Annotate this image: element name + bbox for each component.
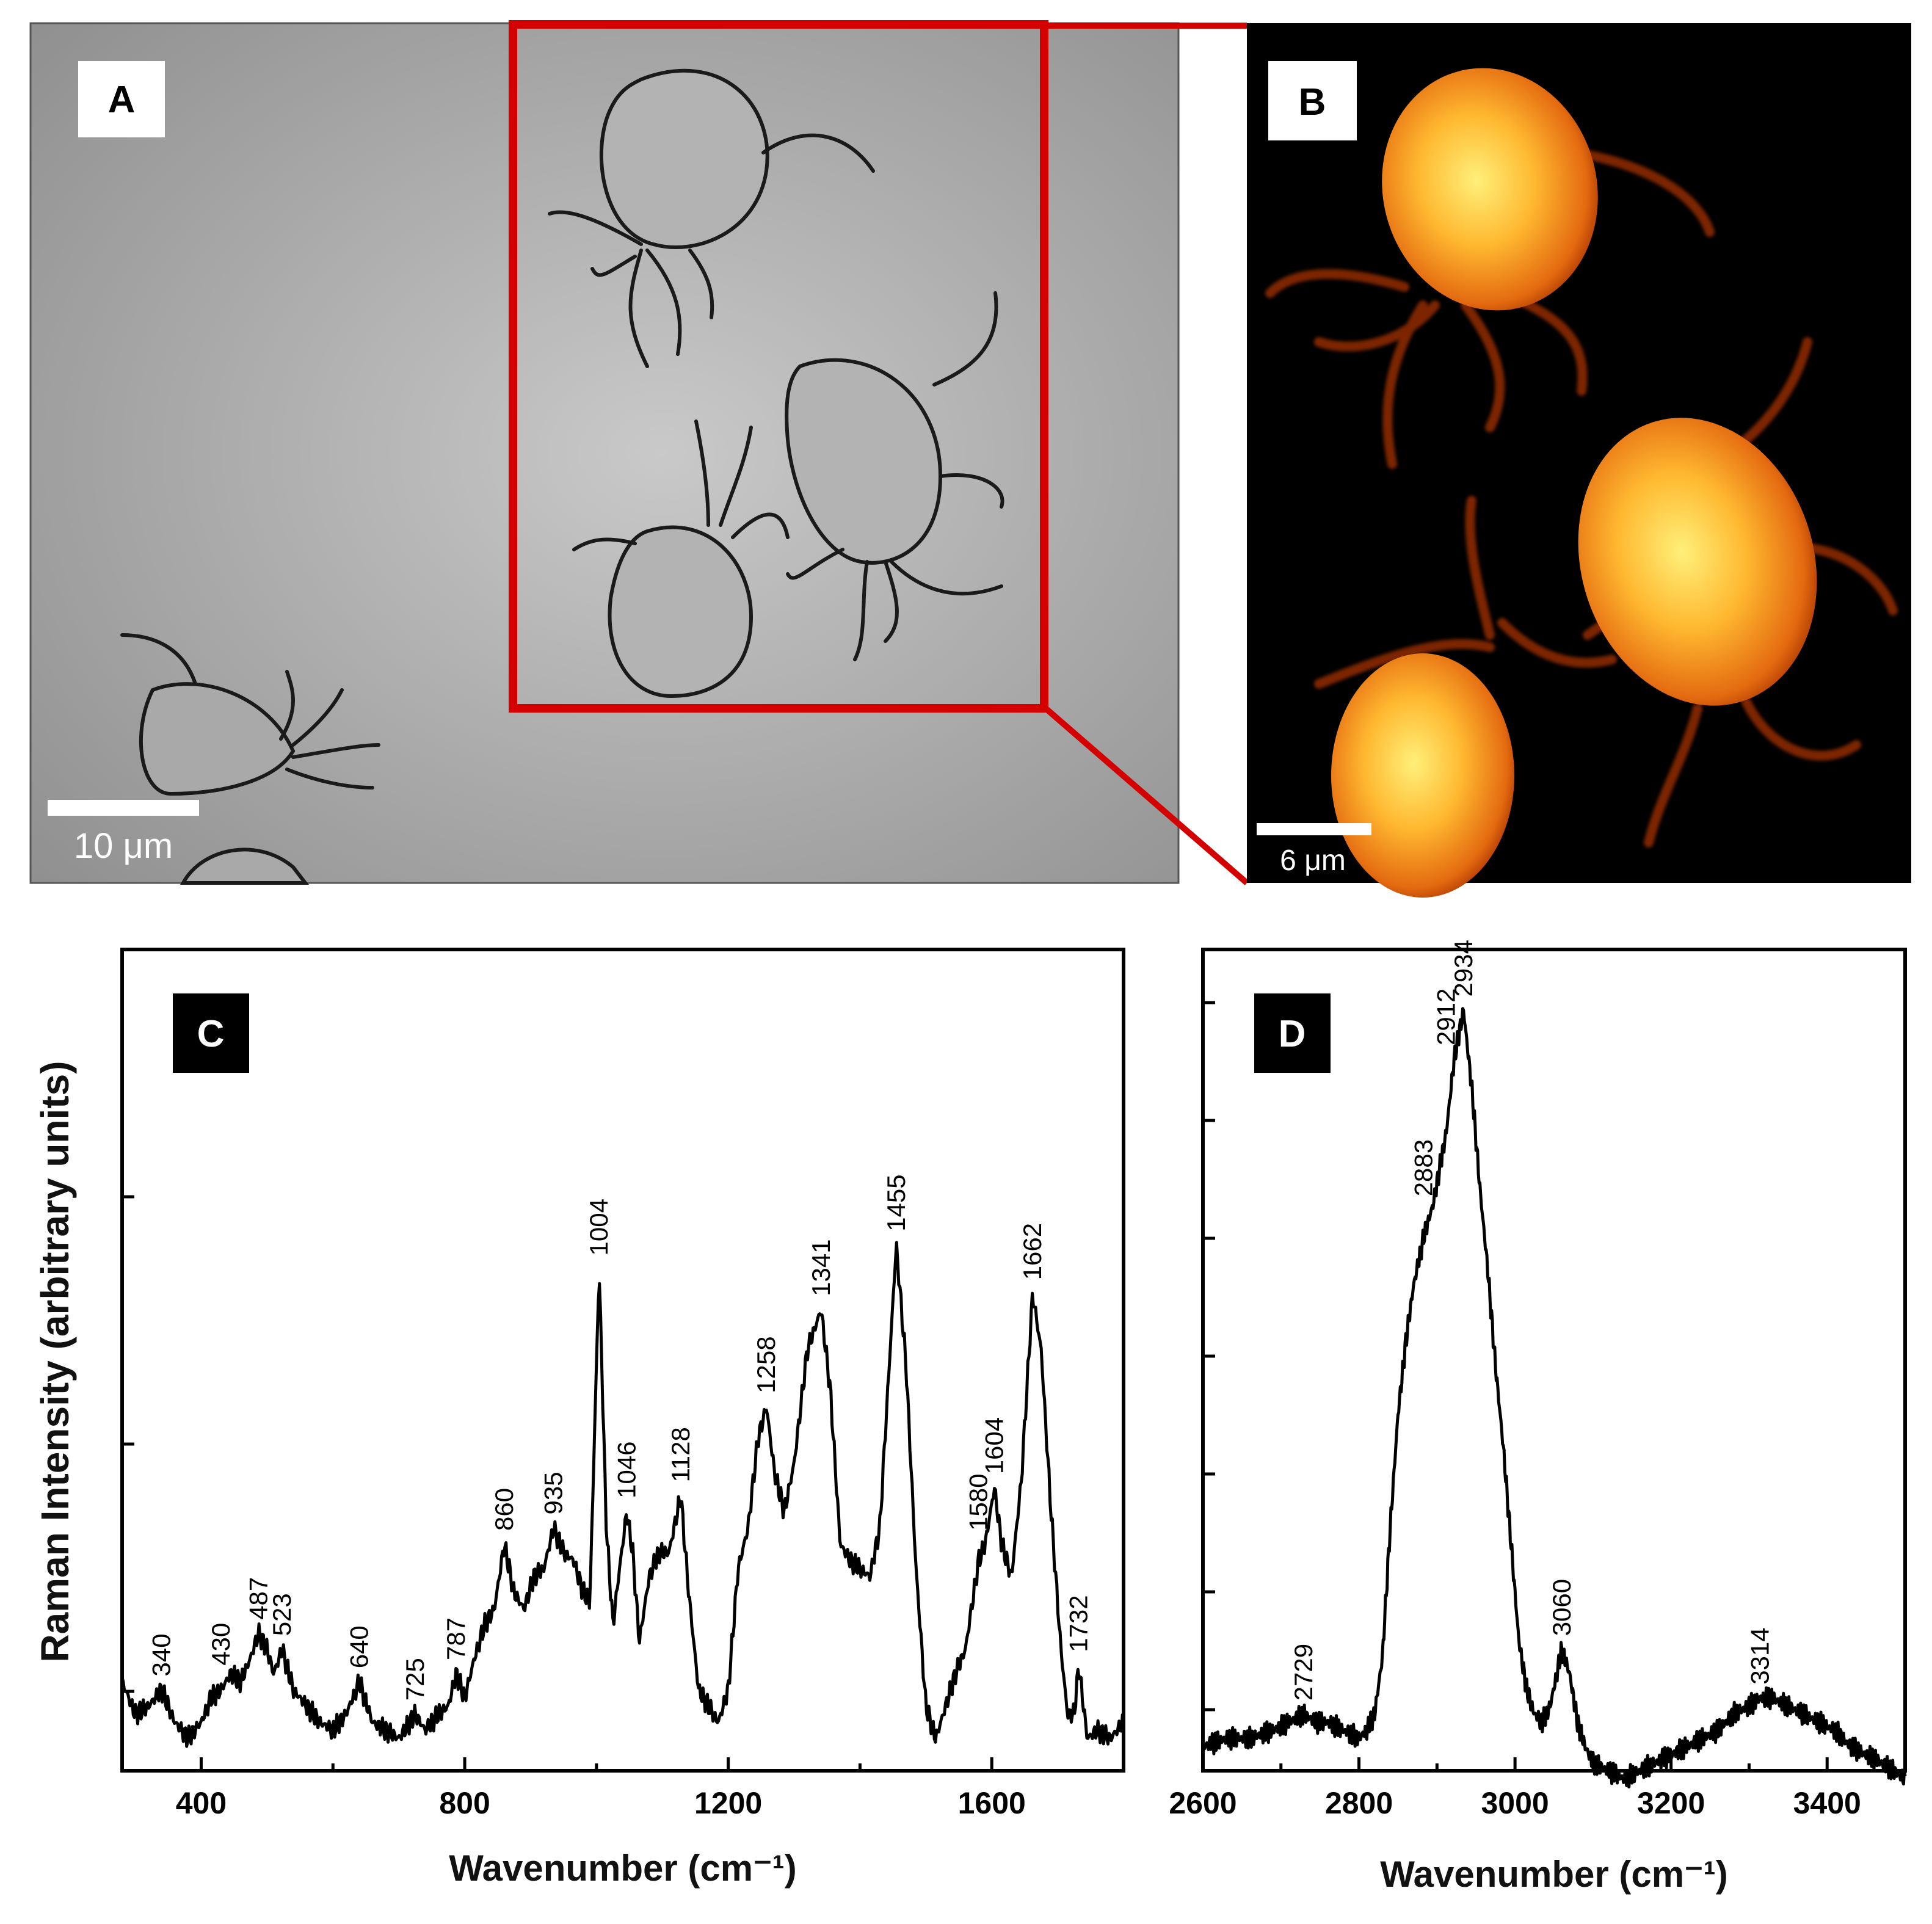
panel-c-frame [120,948,1125,1773]
peak-label: 640 [344,1625,373,1668]
panel-d-frame [1201,948,1907,1773]
peak-label: 2934 [1449,940,1478,996]
cell-outline [600,68,769,249]
peak-label: 1341 [807,1239,835,1296]
peak-label: 2729 [1289,1644,1318,1701]
scale-bar-b [1257,823,1371,835]
peak-label: 3314 [1745,1627,1774,1684]
flagellum [939,473,1004,509]
panel-b: B 6 μm [1247,23,1911,898]
panel-d-xlabel: Wavenumber (cm⁻¹) [1380,1854,1728,1895]
peak-label: 2883 [1409,1139,1438,1196]
fluorescent-cell [1578,418,1817,706]
peak-label: 1662 [1018,1223,1047,1280]
inset-connectors [1042,23,1249,885]
flagellum [645,249,682,356]
panel-c-xlabel: Wavenumber (cm⁻¹) [449,1848,797,1889]
peak-label: 1580 [964,1474,993,1531]
fluorescent-cell [1331,653,1514,898]
panel-b-label-box [1268,61,1357,140]
flagellum [694,419,710,527]
flagellum [884,560,899,643]
cell-outline [180,848,310,885]
x-tick-label: 3200 [1637,1786,1705,1820]
peak-label: 1128 [666,1427,695,1482]
peak-label: 1604 [980,1417,1009,1474]
peak-label: 1258 [752,1336,780,1393]
peak-label: 1046 [612,1442,641,1498]
peak-label: 1004 [584,1199,613,1255]
panel-c-letter: C [197,1013,225,1055]
x-tick-label: 800 [439,1786,490,1820]
panel-d-spectrum [1201,1007,1907,1788]
cell-outline [785,358,943,565]
flagellum [786,548,844,580]
panel-c-ticks [122,1195,1125,1771]
x-tick-label: 3400 [1793,1786,1861,1820]
x-tick-label: 400 [176,1786,227,1820]
peak-label: 487 [244,1577,272,1620]
panel-a-letter: A [108,79,136,121]
peak-label: 787 [441,1617,470,1660]
peak-label: 1732 [1064,1595,1093,1652]
flagellum [291,743,380,759]
cell-outline [608,525,754,699]
flagellum [688,249,714,319]
x-tick-label: 2800 [1325,1786,1393,1820]
peak-label: 430 [206,1623,235,1666]
x-tick-label: 1200 [694,1786,762,1820]
peak-label: 1455 [882,1174,910,1231]
flagellum [285,768,374,790]
x-tick-label: 1600 [958,1786,1026,1820]
x-tick-label: 2600 [1169,1786,1237,1820]
connector-bottom [1042,705,1249,885]
peak-label: 523 [267,1593,296,1636]
scale-bar-a [48,800,199,816]
panel-c-ylabel: Raman Intensity (arbitrary units) [33,1061,77,1662]
peak-label: 935 [539,1472,568,1514]
panel-a: A 10 μm [29,20,1180,885]
flagellum [279,670,295,741]
x-tick-label: 3000 [1481,1786,1549,1820]
flagellum [932,291,998,387]
peak-label: 3060 [1547,1579,1576,1636]
panel-a-label-box [78,61,165,137]
flagellum [719,426,753,527]
flagellum [890,560,1003,596]
panel-a-cells [120,68,1004,885]
panel-c-label-box [173,993,249,1073]
fluorescent-cell [1382,68,1598,311]
panel-d-tick-labels: 2600 2800 3000 3200 3400 [1169,1786,1861,1820]
flagellum [761,133,875,173]
flagellum [572,537,637,551]
flagellum [120,633,197,686]
panel-d-label-box [1254,993,1331,1073]
flagellum [628,249,649,368]
panel-c-tick-labels: 400 800 1200 1600 [176,1786,1026,1820]
flagellum [291,688,344,747]
flagellum [548,210,643,246]
inset-box [509,20,1048,713]
panel-c-spectrum [120,1241,1125,1748]
cell-outline [139,682,296,796]
peak-label: 860 [490,1488,518,1531]
panel-b-letter: B [1299,81,1326,123]
scale-bar-b-label: 6 μm [1280,844,1346,877]
scale-bar-a-label: 10 μm [74,826,173,866]
peak-label: 2912 [1432,989,1461,1045]
flagellum [853,560,869,661]
peak-label: 340 [147,1633,176,1676]
flagellum [590,255,637,277]
flagellum [731,512,790,539]
peak-label: 725 [401,1658,429,1701]
panel-d-letter: D [1279,1013,1306,1055]
